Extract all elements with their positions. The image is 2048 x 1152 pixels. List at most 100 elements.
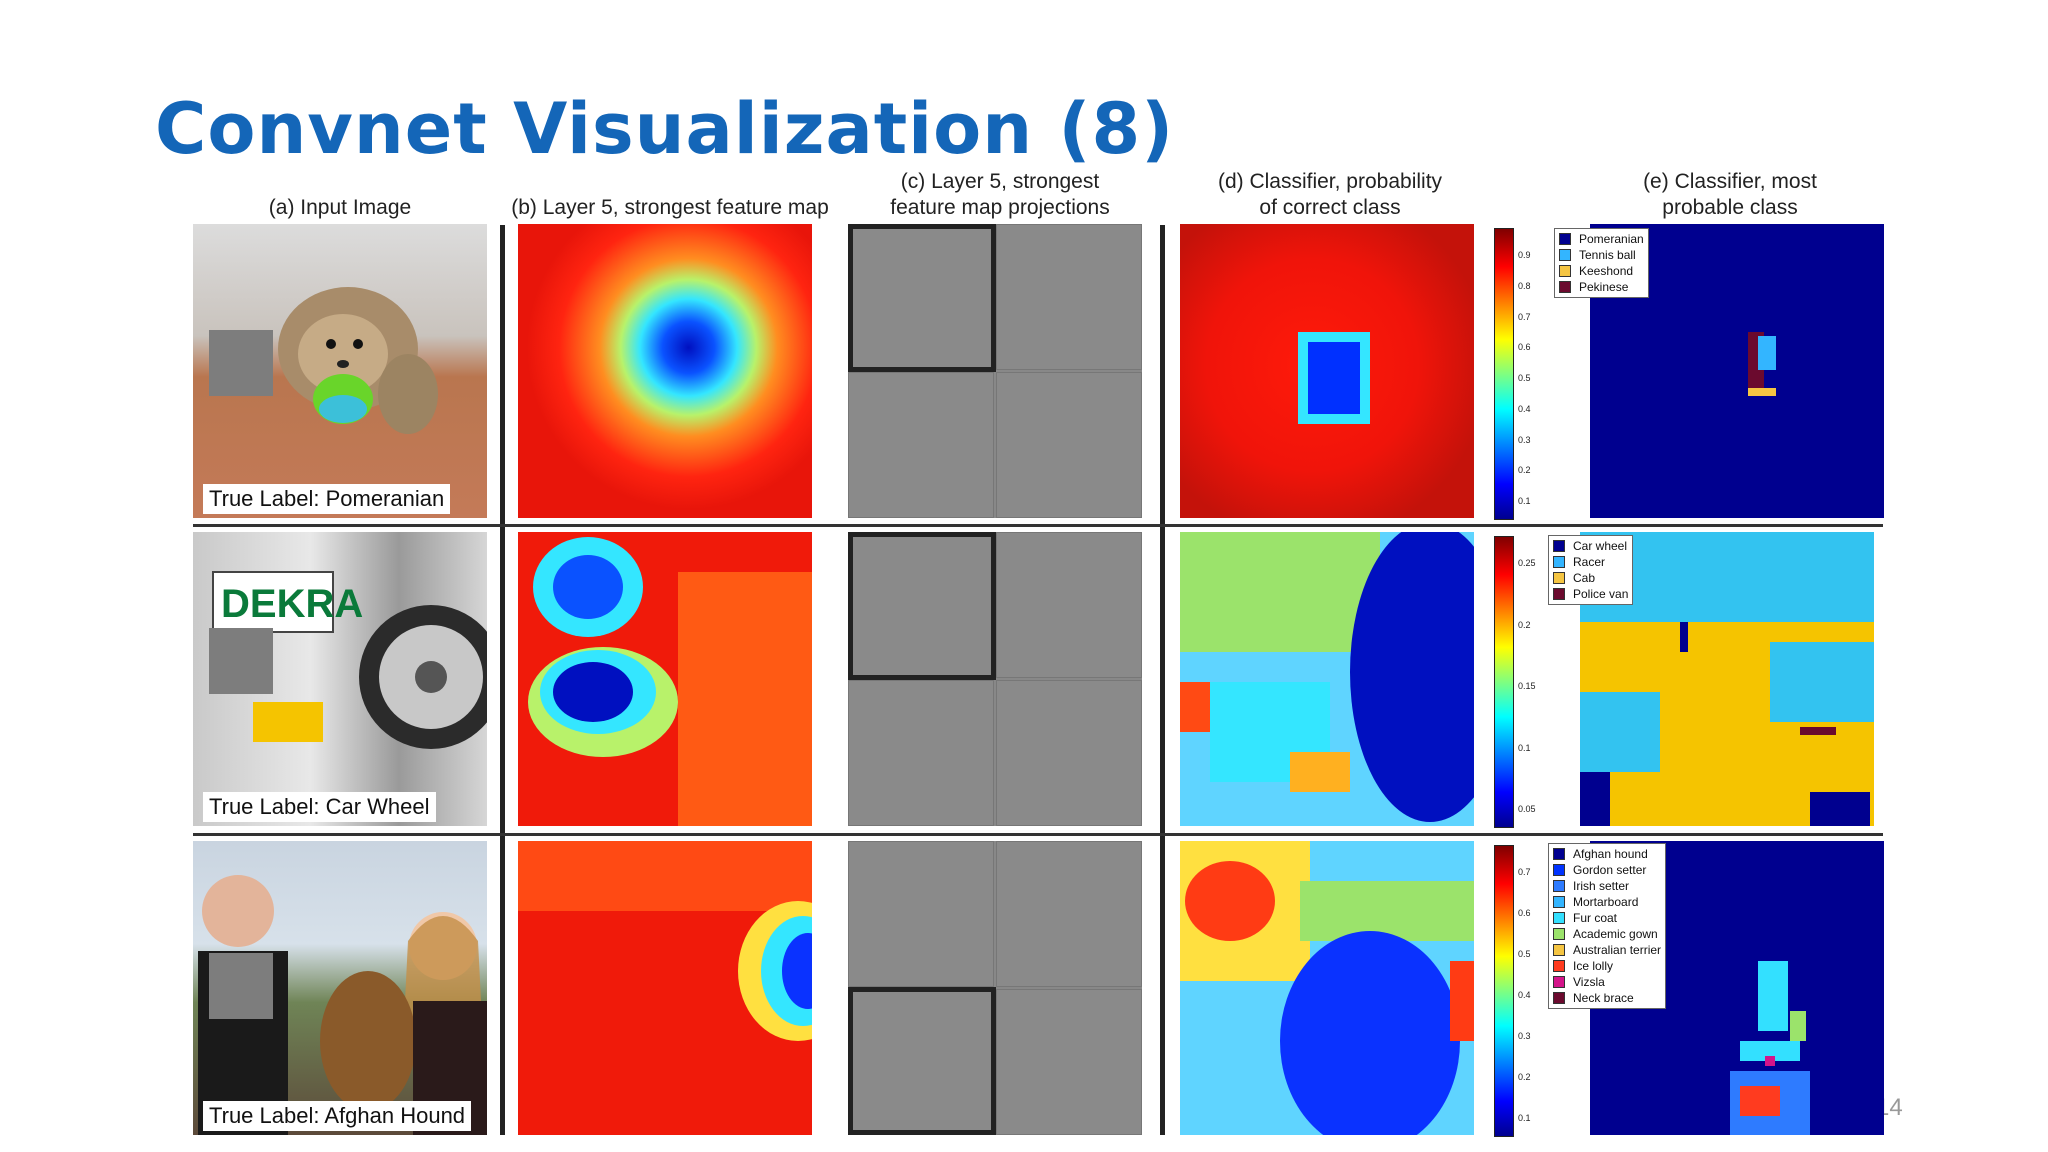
row-divider-1: [193, 524, 1883, 527]
occluder-patch: [209, 628, 273, 694]
slide-title: Convnet Visualization (8): [155, 88, 1175, 170]
legend-item: Pekinese: [1559, 279, 1644, 295]
legend-item: Cab: [1553, 570, 1628, 586]
colorbar-tick-label: 0.7: [1518, 311, 1531, 322]
legend-label: Car wheel: [1573, 539, 1628, 553]
colorbar-tick-label: 0.1: [1518, 1113, 1531, 1123]
feature-map-pomeranian: [518, 224, 812, 518]
legend-label: Racer: [1573, 555, 1606, 569]
colorbar-tick-label: 0.1: [1518, 742, 1531, 753]
svg-text:DEKRA: DEKRA: [221, 582, 363, 626]
legend-swatch: [1553, 848, 1565, 860]
legend-swatch: [1559, 281, 1571, 293]
class-regions: [1748, 332, 1776, 396]
legend-swatch: [1553, 556, 1565, 568]
feature-map-afghan-hound: [518, 841, 812, 1135]
legend-swatch: [1553, 992, 1565, 1004]
legend-item: Racer: [1553, 554, 1628, 570]
legend-label: Tennis ball: [1579, 248, 1636, 262]
legend-item: Pomeranian: [1559, 231, 1644, 247]
legend-swatch: [1553, 912, 1565, 924]
legend-label: Pekinese: [1579, 280, 1629, 294]
colorbar-tick-label: 0.05: [1518, 804, 1536, 814]
occluder-patch: [209, 953, 273, 1019]
colorbar-tick-label: 0.2: [1518, 1072, 1531, 1082]
colorbar-tick-label: 0.2: [1518, 465, 1531, 476]
projection-cell: [996, 372, 1142, 518]
input-image-afghan-hound: True Label: Afghan Hound: [193, 841, 487, 1135]
column-header-probable-class: (e) Classifier, most probable class: [1643, 170, 1817, 219]
legend-label: Fur coat: [1573, 911, 1618, 925]
projection-cell: [996, 532, 1142, 678]
row-divider-2: [193, 833, 1883, 836]
legend-swatch: [1553, 896, 1565, 908]
colorbar-tick-label: 0.9: [1518, 250, 1531, 260]
figure-divider-1: [500, 225, 505, 1135]
legend-label: Ice lolly: [1573, 959, 1614, 973]
legend-label: Academic gown: [1573, 927, 1658, 941]
legend-item: Academic gown: [1553, 926, 1661, 942]
legend-swatch: [1553, 960, 1565, 972]
true-label-afghan-hound: True Label: Afghan Hound: [203, 1101, 472, 1131]
legend-swatch: [1559, 233, 1571, 245]
colorbar-pomeranian: [1494, 228, 1514, 520]
legend-item: Car wheel: [1553, 538, 1628, 554]
feature-map-car-wheel: [518, 532, 812, 826]
legend-item: Mortarboard: [1553, 894, 1661, 910]
colorbar-tick-label: 0.4: [1518, 403, 1531, 414]
projection-cell: [848, 987, 996, 1135]
legend-item: Vizsla: [1553, 974, 1661, 990]
pomeranian-illustration: [278, 287, 438, 434]
colorbar-car-wheel: [1494, 536, 1514, 828]
column-header-projections: (c) Layer 5, strongest feature map projec…: [890, 170, 1110, 219]
legend-swatch: [1553, 976, 1565, 988]
legend-item: Australian terrier: [1553, 942, 1661, 958]
colorbar-tick-label: 0.25: [1518, 558, 1536, 568]
colorbar-afghan-hound: [1494, 845, 1514, 1137]
colorbar-tick-label: 0.5: [1518, 373, 1531, 383]
legend-swatch: [1559, 249, 1571, 261]
legend-swatch: [1553, 928, 1565, 940]
legend-item: Police van: [1553, 586, 1628, 602]
legend-label: Neck brace: [1573, 991, 1634, 1005]
colorbar-tick-label: 0.15: [1518, 681, 1536, 691]
legend-label: Keeshond: [1579, 264, 1634, 278]
column-header-probability: (d) Classifier, probability of correct cl…: [1217, 170, 1443, 219]
projection-cell: [996, 989, 1142, 1135]
colorbar-tick-label: 0.3: [1518, 434, 1531, 445]
projection-grid-car-wheel: [848, 532, 1142, 826]
legend-swatch: [1553, 944, 1565, 956]
legend-label: Police van: [1573, 587, 1629, 601]
colorbar-tick-label: 0.8: [1518, 280, 1531, 291]
colorbar-tick-label: 0.5: [1518, 949, 1531, 959]
projection-cell: [848, 224, 996, 372]
colorbar-tick-label: 0.4: [1518, 990, 1531, 1000]
projection-cell: [848, 532, 996, 680]
occluder-patch: [209, 330, 273, 396]
true-label-car-wheel: True Label: Car Wheel: [203, 792, 436, 822]
legend-item: Fur coat: [1553, 910, 1661, 926]
colorbar-tick-label: 0.7: [1518, 867, 1531, 877]
input-image-pomeranian: True Label: Pomeranian: [193, 224, 487, 518]
legend-swatch: [1553, 880, 1565, 892]
legend-item: Keeshond: [1559, 263, 1644, 279]
legend-item: Tennis ball: [1559, 247, 1644, 263]
projection-cell: [996, 224, 1142, 370]
column-header-input-image: (a) Input Image: [268, 196, 412, 219]
projection-grid-afghan-hound: [848, 841, 1142, 1135]
colorbar-tick-label: 0.3: [1518, 1031, 1531, 1041]
projection-cell: [996, 841, 1142, 987]
projection-cell: [996, 680, 1142, 826]
legend-swatch: [1559, 265, 1571, 277]
legend-swatch: [1553, 572, 1565, 584]
legend-label: Irish setter: [1573, 879, 1630, 893]
projection-cell: [848, 372, 994, 518]
legend-item: Irish setter: [1553, 878, 1661, 894]
legend-pomeranian: Pomeranian Tennis ball Keeshond Pekinese: [1554, 228, 1649, 298]
probability-map-pomeranian: [1180, 224, 1474, 518]
projection-cell: [848, 841, 994, 987]
legend-label: Pomeranian: [1579, 232, 1644, 246]
probability-map-afghan-hound: [1180, 841, 1474, 1135]
legend-swatch: [1553, 864, 1565, 876]
projection-cell: [848, 680, 994, 826]
